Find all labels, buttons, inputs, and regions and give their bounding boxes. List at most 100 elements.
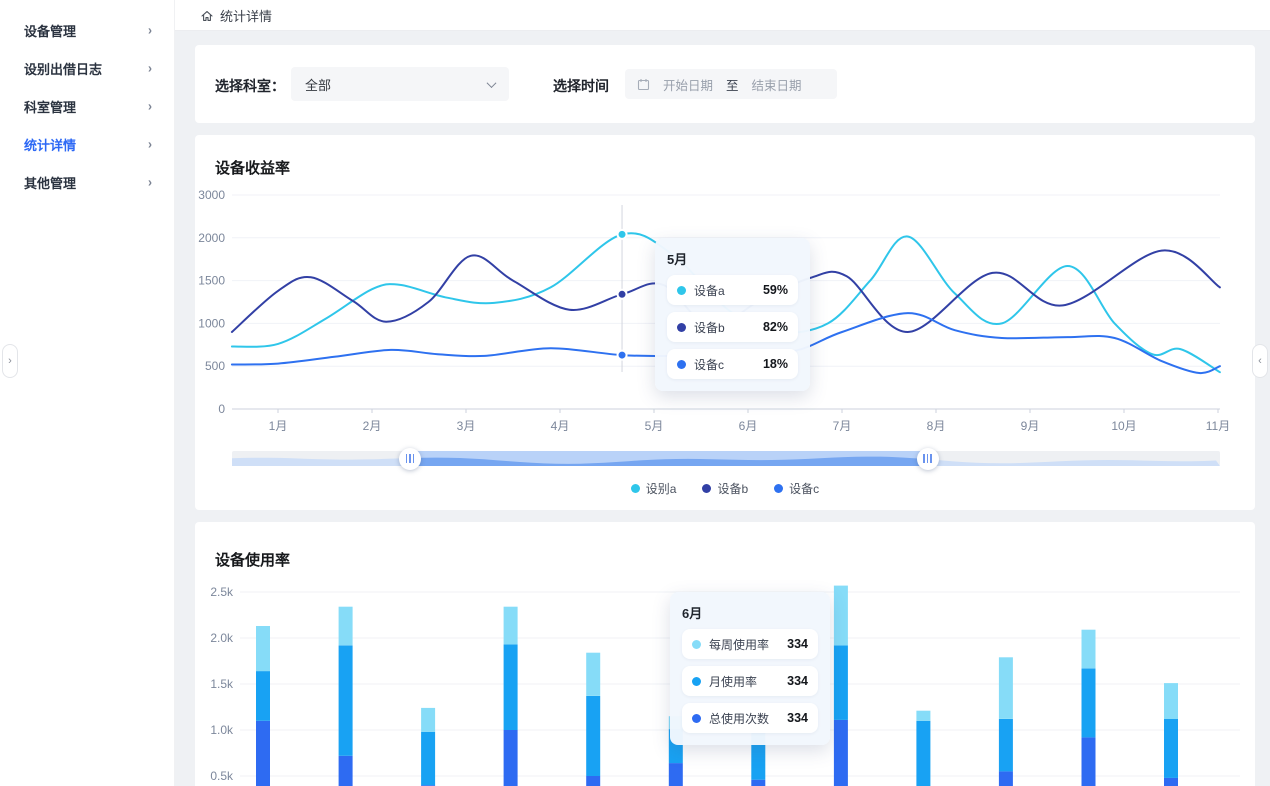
- bar-segment-总使用次数: [1164, 777, 1178, 786]
- bar-segment-总使用次数: [833, 719, 848, 786]
- series-value: 59%: [762, 283, 788, 297]
- breadcrumb-title: 统计详情: [220, 9, 273, 24]
- bar-segment-月使用率: [503, 644, 518, 730]
- legend-dot: [774, 484, 784, 493]
- sidebar-item-3[interactable]: 统计详情 ›: [0, 125, 174, 163]
- tooltip-month-label: 5月: [667, 252, 688, 267]
- svg-text:0.5k: 0.5k: [210, 769, 234, 783]
- bar-segment-每周使用率: [256, 626, 270, 672]
- usage-chart-tooltip: 6月 每周使用率 334 月使用率 334 总使用次数 334: [670, 592, 830, 745]
- sidebar-collapse-toggle[interactable]: ›: [2, 344, 18, 378]
- tooltip-row: 设备b 82%: [667, 312, 798, 342]
- tooltip-rows: 设备a 59% 设备b 82% 设备c 18%: [667, 275, 798, 379]
- svg-text:4月: 4月: [551, 419, 570, 433]
- chevron-down-icon: [486, 77, 497, 88]
- svg-text:2.5k: 2.5k: [210, 585, 234, 599]
- bar-segment-每周使用率: [833, 585, 848, 646]
- start-date-input[interactable]: 开始日期: [663, 78, 714, 93]
- sidebar-item-label: 科室管理: [24, 99, 77, 115]
- svg-text:1500: 1500: [198, 274, 225, 288]
- sidebar-item-2[interactable]: 科室管理 ›: [0, 87, 174, 125]
- legend-label: 设别a: [645, 482, 677, 496]
- end-date-input[interactable]: 结束日期: [751, 78, 802, 93]
- tooltip-row: 每周使用率 334: [682, 629, 818, 659]
- legend-item-2[interactable]: 设备c: [774, 480, 819, 497]
- svg-text:3000: 3000: [198, 188, 225, 202]
- series-name: 设备a: [694, 283, 725, 298]
- sidebar-item-0[interactable]: 设备管理 ›: [0, 11, 174, 49]
- series-name: 总使用次数: [709, 711, 770, 726]
- marker-dot-设备a: [616, 228, 628, 240]
- datazoom-slider[interactable]: [232, 451, 1220, 466]
- chevron-right-icon: ›: [148, 60, 152, 76]
- chevron-left-icon: ‹: [1258, 355, 1262, 367]
- bar-segment-总使用次数: [256, 720, 270, 786]
- svg-text:5月: 5月: [645, 419, 664, 433]
- bar-segment-月使用率: [916, 720, 931, 786]
- sidebar-item-4[interactable]: 其他管理 ›: [0, 163, 174, 201]
- series-name: 设备c: [694, 357, 725, 372]
- series-color-dot: [692, 639, 701, 649]
- legend-label: 设备b: [717, 482, 749, 496]
- panel-collapse-toggle[interactable]: ‹: [1252, 344, 1268, 378]
- bar-segment-总使用次数: [338, 755, 353, 786]
- bar-segment-每周使用率: [338, 606, 353, 646]
- bar-segment-月使用率: [256, 671, 270, 721]
- bar-segment-月使用率: [998, 719, 1013, 772]
- bar-segment-总使用次数: [998, 771, 1013, 786]
- legend-dot: [630, 484, 640, 493]
- chevron-right-icon: ›: [148, 22, 152, 38]
- sidebar-item-label: 设别出借日志: [24, 61, 103, 77]
- datazoom-left-handle[interactable]: [398, 447, 421, 470]
- bar-segment-总使用次数: [503, 730, 518, 786]
- revenue-chart-card: 设备收益率 0 500 1000 1500 2000 3000 1月 2月 3月 4月 5月 6月 7月…: [195, 135, 1255, 510]
- home-icon: [201, 10, 213, 21]
- chevron-right-icon: ›: [148, 174, 152, 190]
- chevron-right-icon: ›: [148, 98, 152, 114]
- svg-text:7月: 7月: [833, 419, 852, 433]
- series-value: 334: [787, 711, 808, 725]
- svg-text:500: 500: [205, 359, 225, 373]
- bar-segment-月使用率: [1164, 719, 1178, 778]
- chevron-right-icon: ›: [8, 355, 12, 367]
- usage-chart-card: 设备使用率 2.5k 2.0k 1.5k 1.0k 0.5k 6月 每周使用率 334 月使…: [195, 522, 1255, 786]
- bar-segment-月使用率: [421, 731, 436, 786]
- svg-text:8月: 8月: [927, 419, 946, 433]
- date-range-picker[interactable]: 开始日期 至 结束日期: [625, 69, 837, 99]
- bar-segment-每周使用率: [503, 606, 518, 645]
- marker-dot-设备b: [616, 288, 628, 300]
- tooltip-month-label: 6月: [682, 606, 703, 621]
- topbar: 统计详情: [175, 0, 1270, 31]
- legend-dot: [702, 484, 712, 493]
- tooltip-row: 设备a 59%: [667, 275, 798, 305]
- bar-segment-每周使用率: [586, 652, 601, 696]
- datazoom-track-svg: [232, 451, 1220, 466]
- svg-text:1.5k: 1.5k: [210, 677, 234, 691]
- legend-item-1[interactable]: 设备b: [702, 480, 748, 497]
- sidebar-item-1[interactable]: 设别出借日志 ›: [0, 49, 174, 87]
- legend-item-0[interactable]: 设别a: [630, 480, 677, 497]
- datazoom-right-handle[interactable]: [916, 447, 939, 470]
- series-name: 每周使用率: [709, 637, 770, 652]
- marker-dot-设备c: [616, 349, 628, 361]
- series-value: 334: [787, 674, 808, 688]
- svg-text:10月: 10月: [1111, 419, 1136, 433]
- calendar-icon: [637, 78, 650, 90]
- series-color-dot: [692, 676, 701, 686]
- svg-text:2月: 2月: [363, 419, 382, 433]
- filter-card: 选择科室： 全部 选择时间 开始日期 至 结束日期: [195, 45, 1255, 123]
- usage-bar-chart-svg: 2.5k 2.0k 1.5k 1.0k 0.5k: [210, 585, 1240, 786]
- svg-text:1月: 1月: [269, 419, 288, 433]
- series-name: 月使用率: [709, 674, 758, 689]
- dept-filter-label: 选择科室：: [215, 78, 285, 94]
- time-filter-label: 选择时间: [553, 78, 609, 94]
- breadcrumb[interactable]: 统计详情: [175, 0, 1270, 31]
- series-value: 18%: [762, 357, 788, 371]
- dept-select[interactable]: 全部: [291, 67, 509, 101]
- bar-segment-总使用次数: [751, 779, 766, 786]
- revenue-line-chart-svg: 0 500 1000 1500 2000 3000 1月 2月 3月 4月 5月 6月 7月 8月 9月 10…: [198, 188, 1230, 433]
- sidebar-menu: 设备管理 › 设别出借日志 › 科室管理 › 统计详情 › 其他管理 ›: [0, 11, 174, 201]
- bar-segment-月使用率: [338, 645, 353, 756]
- series-value: 82%: [762, 320, 788, 334]
